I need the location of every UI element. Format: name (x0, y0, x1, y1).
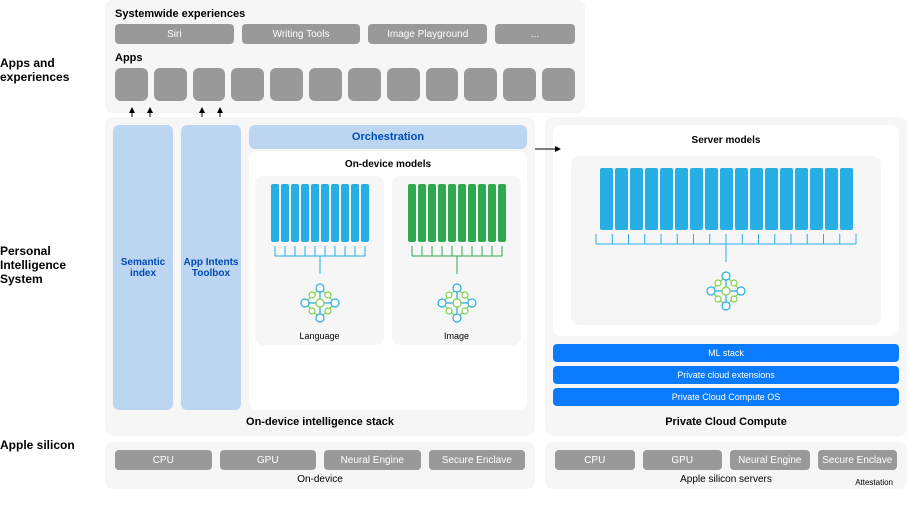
app-icon-grid (115, 68, 575, 101)
systemwide-chip-row: Siri Writing Tools Image Playground ... (115, 24, 575, 44)
private-cloud-compute-os-bar: Private Cloud Compute OS (553, 388, 899, 406)
cloud-stack-caption: Private Cloud Compute (553, 416, 899, 428)
chip-image-playground: Image Playground (368, 24, 487, 44)
chip-writing-tools: Writing Tools (242, 24, 361, 44)
cloud-layer-bars: ML stack Private cloud extensions Privat… (553, 344, 899, 406)
private-cloud-compute-panel: Server models ML stack Private cloud ext… (545, 117, 907, 436)
app-icon (270, 68, 303, 101)
apps-label: Apps (115, 52, 575, 64)
image-model-card: Image (392, 176, 521, 345)
app-icon (348, 68, 381, 101)
app-icon (542, 68, 575, 101)
private-cloud-extensions-bar: Private cloud extensions (553, 366, 899, 384)
row-labels-column: Apps and experiences Personal Intelligen… (0, 0, 105, 489)
label-apple-silicon: Apple silicon (0, 420, 105, 470)
server-silicon-panel: CPU GPU Neural Engine Secure Enclave App… (545, 442, 907, 489)
neural-net-icon (701, 270, 751, 315)
neural-net-icon (295, 282, 345, 327)
chip-gpu: GPU (220, 450, 317, 470)
device-stack-caption: On-device intelligence stack (113, 416, 527, 428)
chip-ellipsis: ... (495, 24, 575, 44)
app-icon (193, 68, 226, 101)
attestation-label: Attestation (855, 478, 893, 487)
label-apps-experiences: Apps and experiences (0, 30, 105, 110)
on-device-silicon-panel: CPU GPU Neural Engine Secure Enclave On-… (105, 442, 535, 489)
comb-icon (407, 246, 507, 276)
apps-experiences-panel: Systemwide experiences Siri Writing Tool… (105, 0, 585, 113)
language-label: Language (299, 331, 339, 341)
server-models-title: Server models (561, 135, 891, 146)
comb-icon (591, 234, 861, 264)
chip-siri: Siri (115, 24, 234, 44)
app-icon (503, 68, 536, 101)
orchestration-bar: Orchestration (249, 125, 527, 149)
server-models-box: Server models (553, 125, 899, 336)
comb-icon (270, 246, 370, 276)
neural-net-icon (432, 282, 482, 327)
on-device-silicon-caption: On-device (115, 474, 525, 485)
on-device-stack-panel: Semantic index App Intents Toolbox Orche… (105, 117, 535, 436)
on-device-models-box: On-device models Language (249, 151, 527, 410)
chip-secure-enclave: Secure Enclave (429, 450, 526, 470)
language-model-card: Language (255, 176, 384, 345)
ml-stack-bar: ML stack (553, 344, 899, 362)
image-label: Image (444, 331, 469, 341)
label-personal-intelligence: Personal Intelligence System (0, 110, 105, 420)
server-silicon-caption: Apple silicon servers (555, 474, 897, 485)
server-model-card (571, 156, 881, 325)
chip-neural-engine: Neural Engine (730, 450, 810, 470)
app-icon (387, 68, 420, 101)
on-device-models-title: On-device models (255, 159, 521, 170)
app-icon (426, 68, 459, 101)
chip-cpu: CPU (555, 450, 635, 470)
semantic-index-block: Semantic index (113, 125, 173, 410)
chip-cpu: CPU (115, 450, 212, 470)
systemwide-experiences-label: Systemwide experiences (115, 8, 575, 20)
app-icon (231, 68, 264, 101)
app-icon (115, 68, 148, 101)
chip-neural-engine: Neural Engine (324, 450, 421, 470)
chip-secure-enclave: Secure Enclave (818, 450, 898, 470)
app-icon (464, 68, 497, 101)
app-intents-toolbox-block: App Intents Toolbox (181, 125, 241, 410)
app-icon (309, 68, 342, 101)
chip-gpu: GPU (643, 450, 723, 470)
app-icon (154, 68, 187, 101)
